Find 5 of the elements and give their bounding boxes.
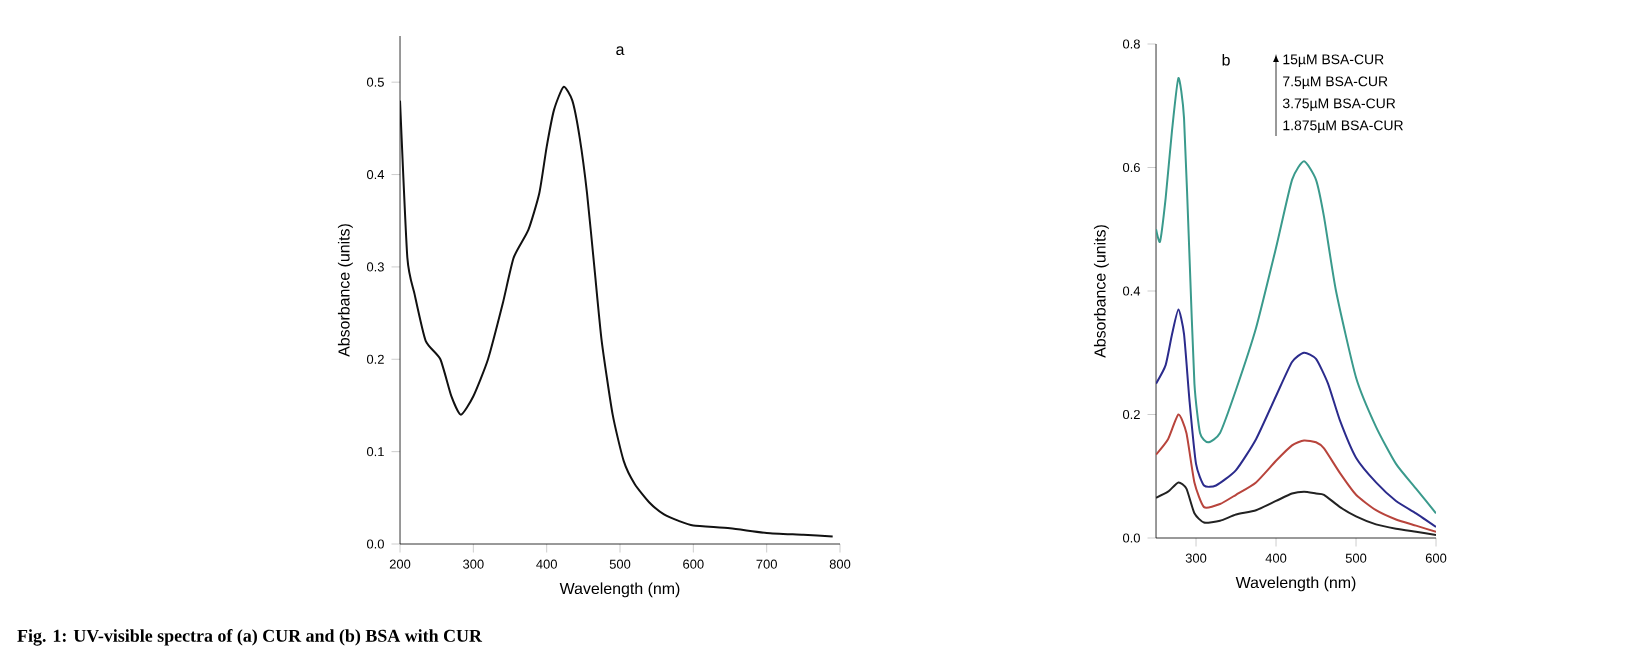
line-series	[1156, 308, 1437, 528]
line-series	[1156, 76, 1437, 515]
caption: Fig. 1: UV-visible spectra of (a) CUR and (b) BSA with CUR	[17, 629, 483, 646]
line-series	[1156, 413, 1437, 533]
line-series	[400, 85, 834, 538]
